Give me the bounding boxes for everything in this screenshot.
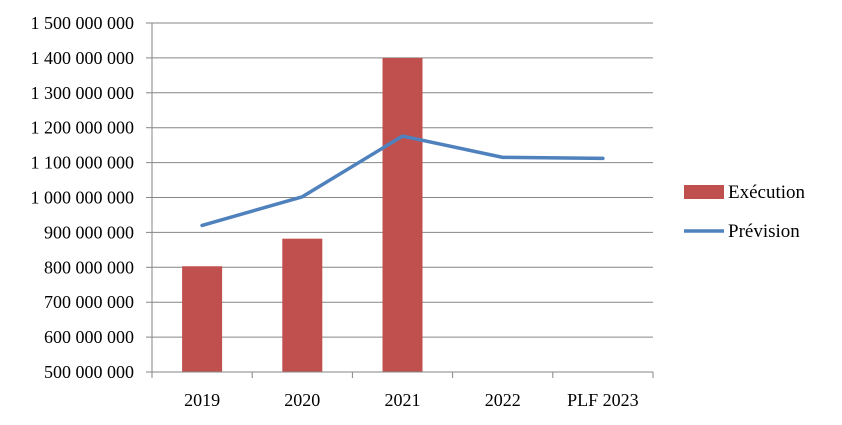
y-tick-label: 1 500 000 000 [31, 13, 135, 33]
prevision-point [200, 223, 204, 227]
execution-bar [382, 57, 423, 373]
execution-bar [182, 266, 223, 372]
legend-label: Exécution [728, 182, 806, 203]
legend-label: Prévision [728, 221, 800, 242]
execution-bars [182, 57, 423, 373]
x-tick-label: 2019 [184, 390, 220, 410]
legend: Exécution Prévision [684, 182, 806, 242]
y-tick-label: 600 000 000 [44, 327, 134, 347]
y-tick-label: 1 100 000 000 [31, 153, 135, 173]
y-tick-label: 500 000 000 [44, 362, 134, 382]
prevision-point [601, 156, 605, 160]
y-tick-label: 1 400 000 000 [31, 48, 135, 68]
x-tick-label: 2021 [385, 390, 421, 410]
y-tick-label: 700 000 000 [44, 292, 134, 312]
x-tick-label: 2022 [485, 390, 521, 410]
execution-bar [282, 238, 323, 372]
legend-swatch-execution [684, 185, 724, 199]
y-tick-label: 900 000 000 [44, 222, 134, 242]
prevision-line-group [200, 134, 605, 228]
prevision-point [300, 195, 304, 199]
x-axis-tick-labels: 2019 2020 2021 2022 PLF 2023 [184, 390, 639, 410]
x-tick-label: 2020 [284, 390, 320, 410]
y-axis-tick-labels: 500 000 000 600 000 000 700 000 000 800 000… [31, 13, 135, 382]
y-tick-label: 800 000 000 [44, 257, 134, 277]
prevision-point [501, 155, 505, 159]
y-tick-label: 1 000 000 000 [31, 188, 135, 208]
axes [146, 22, 654, 378]
x-tick-label: PLF 2023 [567, 390, 639, 410]
y-tick-label: 1 300 000 000 [31, 83, 135, 103]
prevision-point [401, 134, 404, 138]
y-tick-label: 1 200 000 000 [31, 118, 135, 138]
